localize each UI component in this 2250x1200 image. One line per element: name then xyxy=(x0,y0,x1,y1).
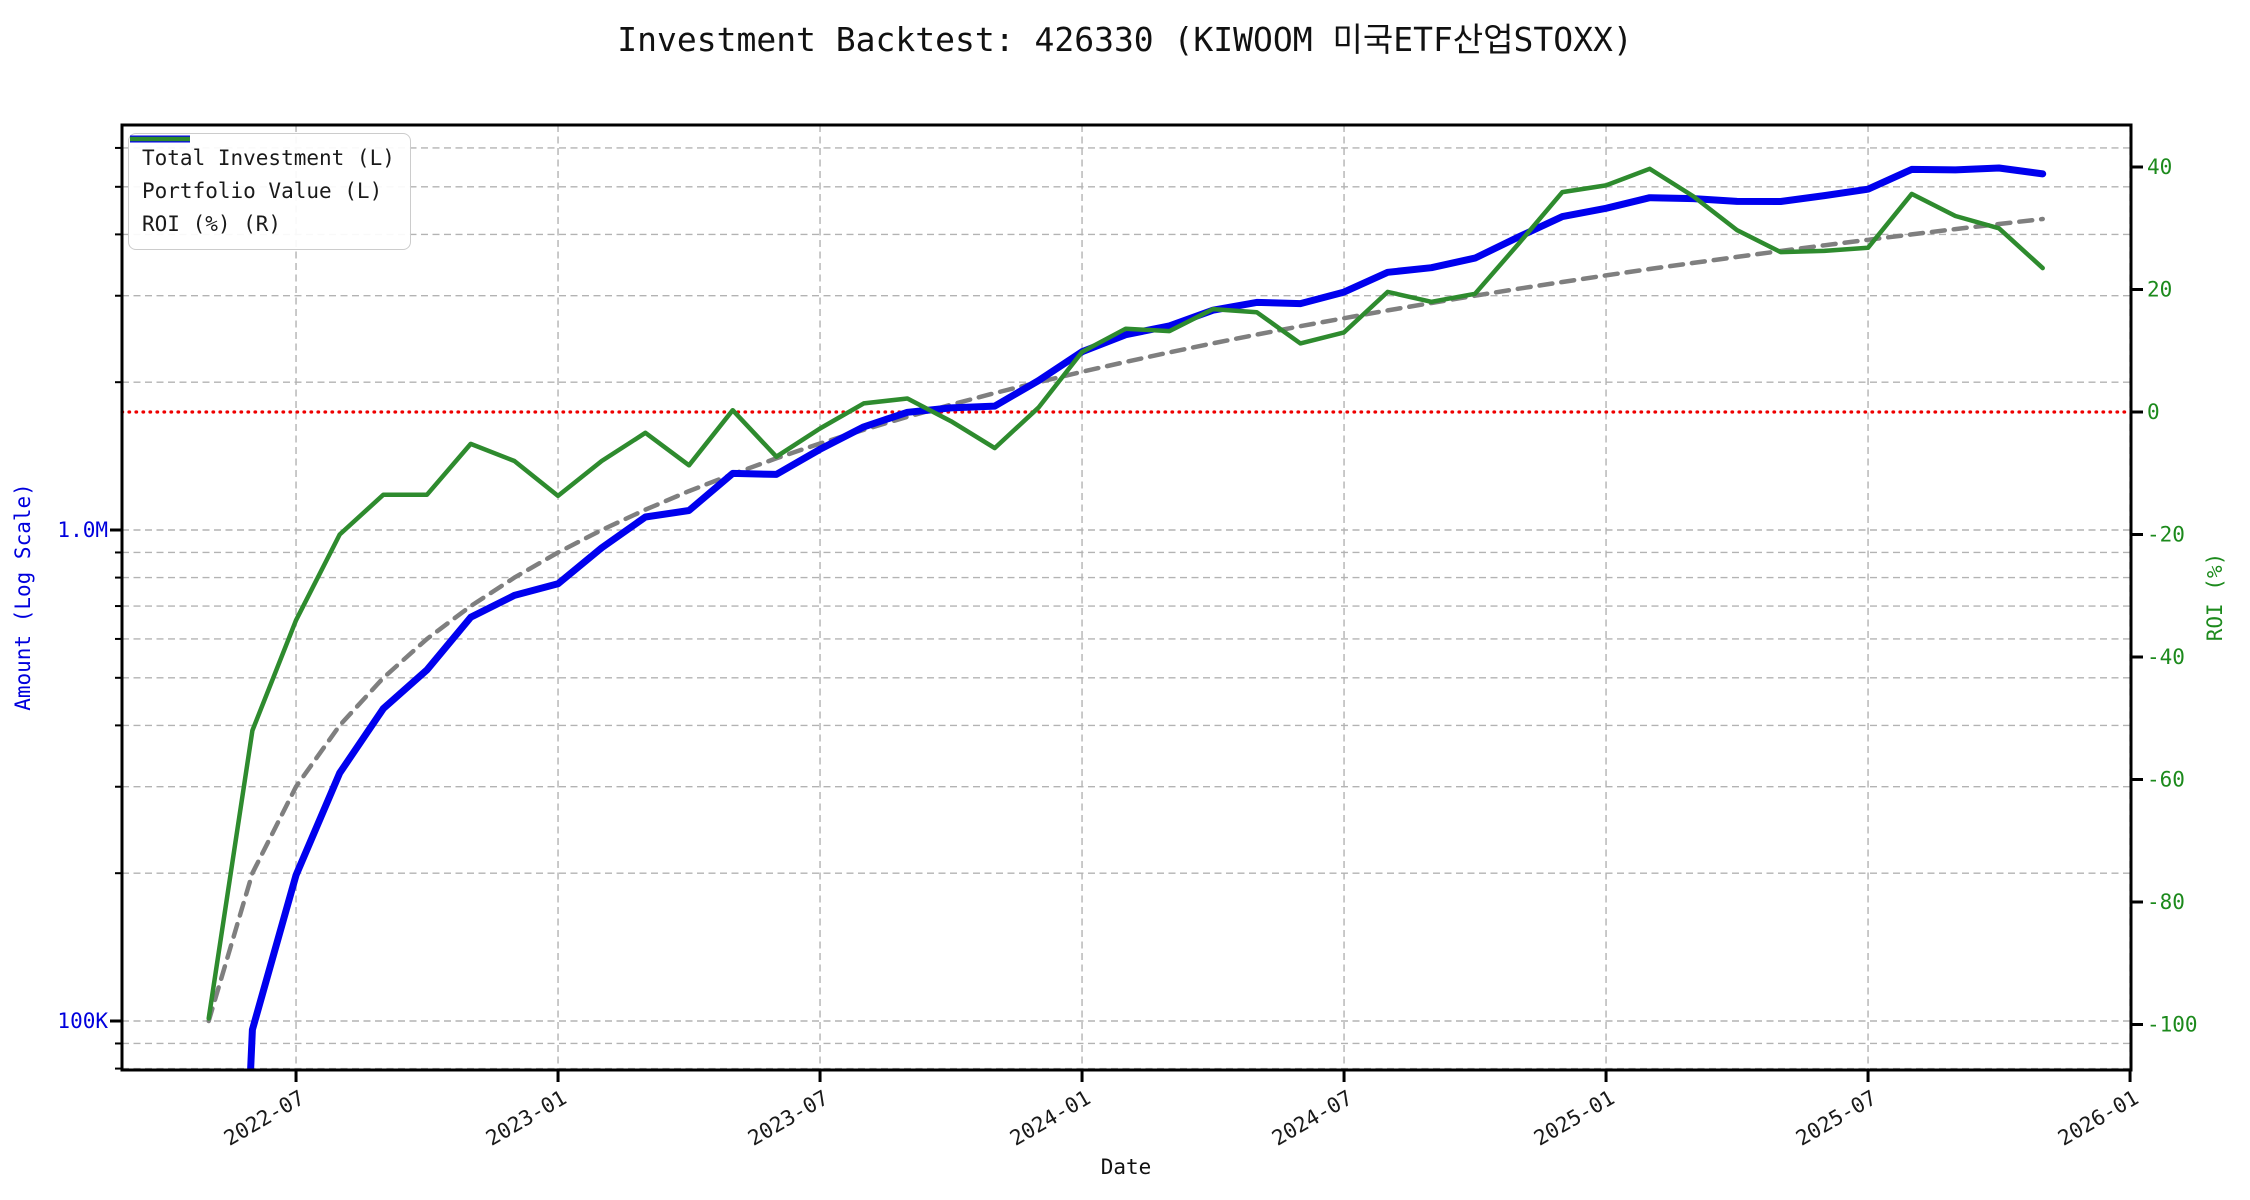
x-tick-label: 2025-01 xyxy=(1530,1086,1619,1151)
series-group xyxy=(206,164,2047,1070)
right-axis-title: ROI (%) xyxy=(2203,553,2227,642)
grid xyxy=(122,125,2131,1070)
legend-label-roi: ROI (%) (R) xyxy=(142,211,282,236)
right-tick-label: 40 xyxy=(2147,155,2172,179)
right-tick-label: 20 xyxy=(2147,278,2172,302)
x-tick-label: 2025-07 xyxy=(1792,1086,1881,1151)
x-tick-label: 2026-01 xyxy=(2054,1086,2143,1151)
x-tick-label: 2024-07 xyxy=(1268,1086,1357,1151)
total-investment-line xyxy=(206,216,2045,1024)
x-tick-label: 2023-01 xyxy=(482,1086,571,1151)
x-tick-label: 2023-07 xyxy=(744,1086,833,1151)
legend-item-roi: ROI (%) (R) xyxy=(130,136,395,240)
legend-label-portfolio-value: Portfolio Value (L) xyxy=(142,178,383,203)
plot-border xyxy=(120,123,2133,1072)
left-axis-title: Amount (Log Scale) xyxy=(11,483,35,711)
portfolio-value-line xyxy=(247,164,2047,1070)
x-axis-title: Date xyxy=(1101,1155,1152,1179)
left-tick-label: 100K xyxy=(57,1009,108,1033)
legend-item-portfolio-value: Portfolio Value (L) xyxy=(130,135,395,207)
legend-label-total-investment: Total Investment (L) xyxy=(142,145,395,170)
tick-marks xyxy=(110,146,2143,1082)
x-tick-label: 2022-07 xyxy=(220,1086,309,1151)
right-tick-label: -60 xyxy=(2147,768,2185,792)
legend-swatch-solid-green-line-icon xyxy=(130,136,190,142)
legend-item-total-investment: Total Investment (L) xyxy=(130,136,395,174)
right-tick-label: -100 xyxy=(2147,1013,2198,1037)
left-tick-label: 1.0M xyxy=(57,518,108,542)
right-tick-label: -20 xyxy=(2147,523,2185,547)
chart-title: Investment Backtest: 426330 (KIWOOM 미국ET… xyxy=(617,20,1633,59)
right-tick-label: -40 xyxy=(2147,645,2185,669)
x-tick-label: 2024-01 xyxy=(1006,1086,1095,1151)
right-tick-label: -80 xyxy=(2147,890,2185,914)
roi-line xyxy=(206,166,2045,1021)
right-tick-label: 0 xyxy=(2147,400,2160,424)
legend: Total Investment (L) Portfolio Value (L)… xyxy=(128,133,411,250)
